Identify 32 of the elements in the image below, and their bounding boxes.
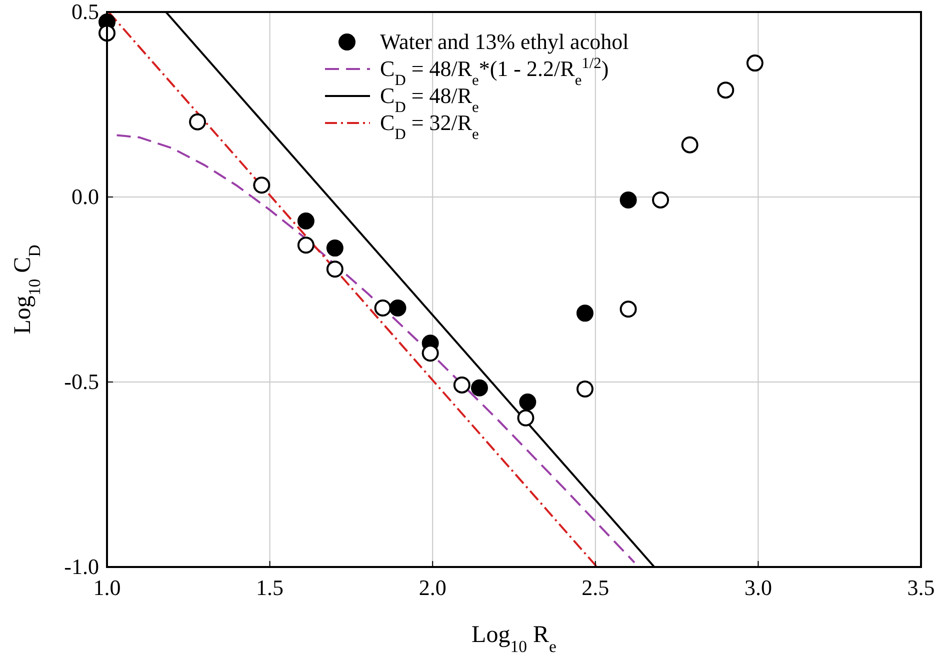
x-tick-label: 3.5	[907, 575, 935, 600]
point	[620, 300, 637, 318]
point	[576, 380, 594, 398]
point	[519, 393, 536, 410]
x-tick-label: 1.5	[256, 575, 284, 600]
point	[297, 236, 314, 254]
point	[326, 260, 344, 278]
y-tick-label: -0.5	[64, 369, 99, 394]
point	[189, 113, 206, 130]
legend-label: C$_{D}$ = 48/R$_{e}$*(1 - 2.2/R$_{e}$$^{1/2}$)	[380, 54, 609, 88]
point	[253, 176, 270, 194]
point	[389, 300, 406, 316]
point	[374, 300, 392, 316]
y-tick-label: 0.5	[72, 0, 99, 24]
legend-label: Water and 13% ethyl acohol	[380, 29, 629, 54]
x-tick-label: 2.5	[582, 575, 610, 600]
point	[576, 304, 594, 322]
point	[422, 344, 439, 362]
point	[681, 136, 698, 154]
point	[652, 191, 670, 208]
point	[517, 409, 534, 426]
point	[620, 191, 637, 208]
x-axis-title: Log$_{10}$ R$_{e}$	[472, 622, 556, 656]
point	[470, 379, 488, 396]
x-tick-label: 2.0	[418, 575, 446, 600]
point	[326, 240, 344, 257]
point	[297, 212, 314, 230]
y-tick-label: 0.0	[72, 184, 99, 209]
point	[746, 54, 764, 72]
point	[453, 376, 470, 394]
point	[717, 82, 734, 99]
x-tick-label: 3.0	[744, 575, 772, 600]
